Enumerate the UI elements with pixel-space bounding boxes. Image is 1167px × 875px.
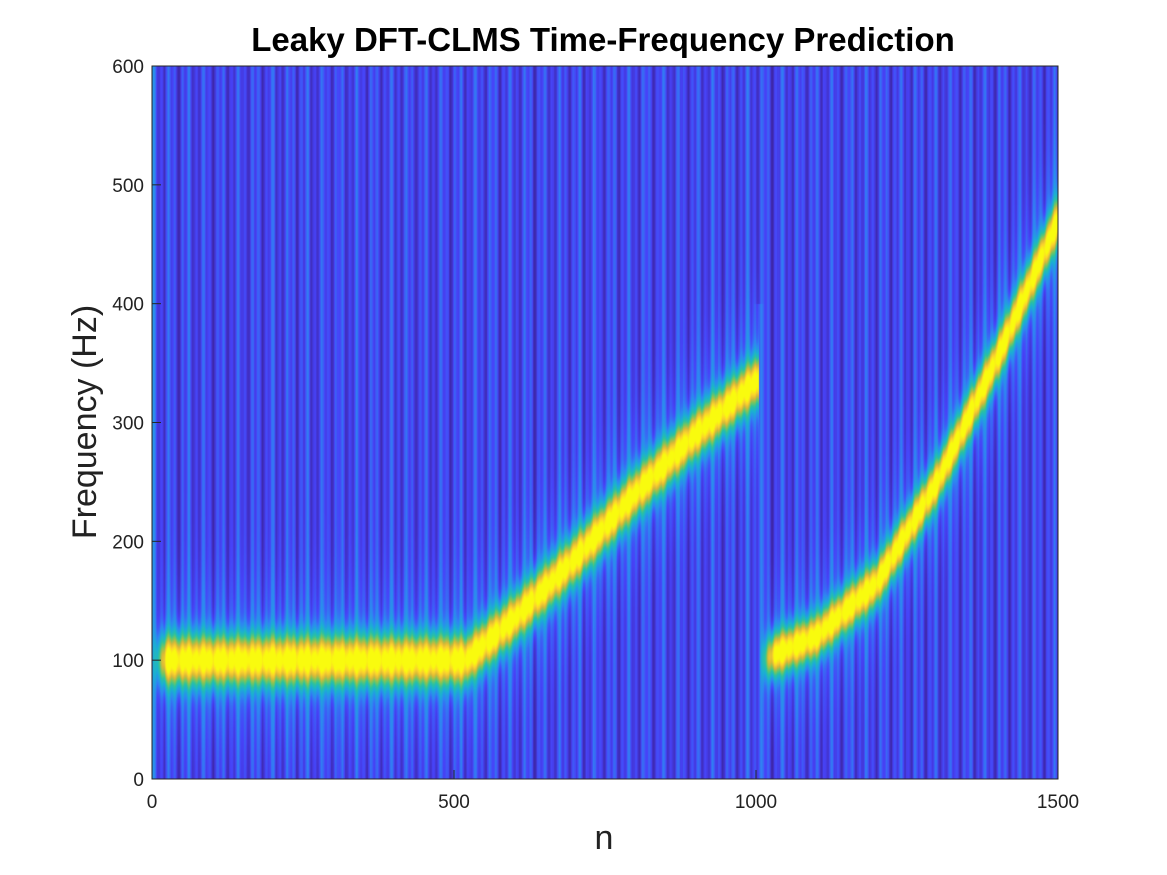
y-tick-label: 100 bbox=[112, 651, 144, 672]
y-tick-label: 600 bbox=[112, 57, 144, 78]
y-axis-label: Frequency (Hz) bbox=[66, 305, 104, 539]
plot-area bbox=[151, 65, 1059, 780]
x-tick-label: 500 bbox=[438, 792, 470, 813]
x-tick-label: 1000 bbox=[735, 792, 777, 813]
x-tick-label: 0 bbox=[147, 792, 158, 813]
y-axis: 0 100 200 300 400 500 600 bbox=[112, 57, 161, 791]
x-axis-label: n bbox=[595, 819, 614, 857]
chart-title: Leaky DFT-CLMS Time-Frequency Prediction bbox=[251, 21, 955, 58]
heatmap bbox=[152, 66, 1058, 779]
x-tick-label: 1500 bbox=[1037, 792, 1079, 813]
y-tick-label: 300 bbox=[112, 414, 144, 435]
y-tick-label: 500 bbox=[112, 176, 144, 197]
x-axis: 0 500 1000 1500 bbox=[147, 770, 1079, 813]
y-tick-label: 400 bbox=[112, 295, 144, 316]
y-tick-label: 0 bbox=[133, 770, 144, 791]
y-tick-label: 200 bbox=[112, 532, 144, 553]
